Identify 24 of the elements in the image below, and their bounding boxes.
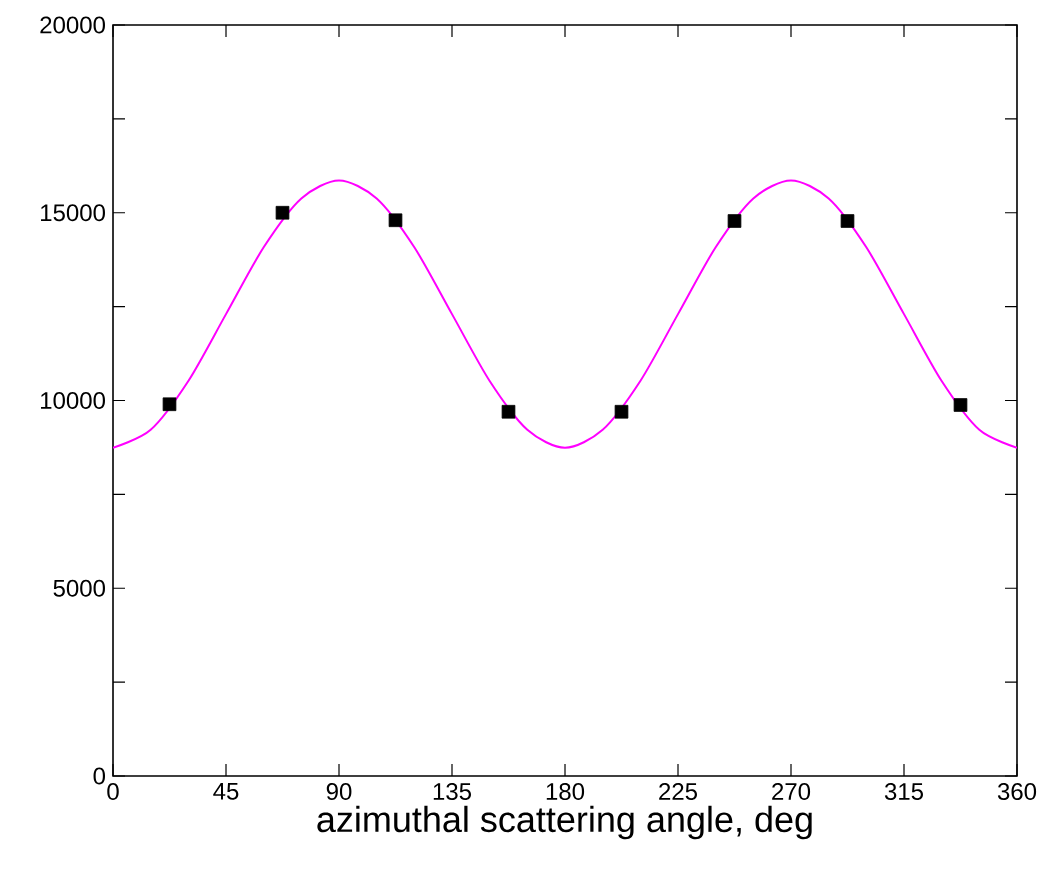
- y-tick-label: 15000: [41, 204, 105, 222]
- x-tick-label: 0: [107, 783, 119, 801]
- x-tick-label: 180: [546, 783, 585, 801]
- point: [275, 205, 290, 220]
- y-tick-label: 5000: [53, 579, 105, 597]
- y-tick-label: 10000: [41, 392, 105, 409]
- point: [840, 214, 855, 228]
- point: [388, 213, 403, 228]
- y-tick-label: 20000: [40, 16, 105, 34]
- point: [501, 404, 516, 419]
- x-tick-label: 45: [213, 783, 239, 800]
- y-tick-label: 0: [93, 767, 106, 785]
- point: [162, 397, 177, 412]
- x-axis-title: azimuthal scattering angle, deg: [317, 805, 812, 840]
- x-tick-label: 270: [772, 783, 811, 801]
- point: [953, 398, 968, 412]
- line-series: [113, 179, 1017, 449]
- x-tick-label: 90: [326, 783, 352, 801]
- x-tick-label: 315: [884, 783, 923, 801]
- point: [614, 404, 629, 419]
- x-tick-label: 225: [659, 783, 697, 801]
- x-tick-label: 360: [997, 783, 1037, 801]
- x-tick-label: 135: [433, 783, 471, 801]
- point: [727, 214, 742, 228]
